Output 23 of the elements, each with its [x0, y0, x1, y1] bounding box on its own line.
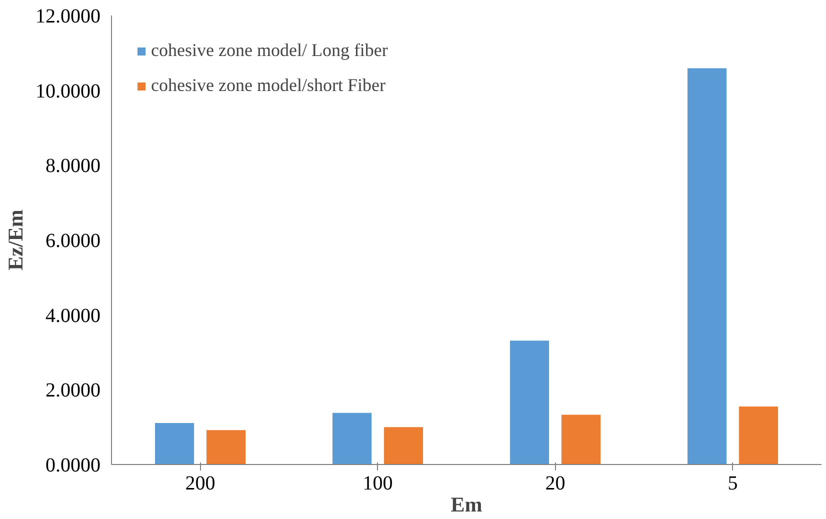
y-tick-label: 0.0000: [46, 454, 100, 476]
legend-label: cohesive zone model/ Long fiber: [151, 40, 388, 61]
bar: [384, 427, 424, 464]
x-tick-label: 100: [362, 472, 393, 494]
bar: [510, 340, 550, 464]
x-tick-label: 20: [545, 472, 566, 494]
y-tick-label: 12.0000: [36, 6, 100, 28]
x-tick-label: 5: [728, 472, 738, 494]
x-axis-title: Em: [450, 492, 483, 516]
x-tick-label: 200: [185, 472, 216, 494]
y-tick-label: 6.0000: [46, 230, 100, 252]
y-tick-label: 4.0000: [46, 304, 100, 327]
y-tick-label: 8.0000: [46, 155, 100, 178]
bar: [738, 406, 778, 464]
legend-label: cohesive zone model/short Fiber: [151, 75, 386, 96]
bar: [561, 414, 601, 464]
bar: [332, 412, 372, 464]
bar: [687, 68, 727, 464]
y-tick-label: 10.0000: [36, 80, 100, 102]
y-tick-label: 2.0000: [46, 380, 100, 402]
bar: [206, 430, 246, 464]
bar: [154, 422, 194, 464]
y-axis-title: Ez/Em: [4, 209, 28, 270]
